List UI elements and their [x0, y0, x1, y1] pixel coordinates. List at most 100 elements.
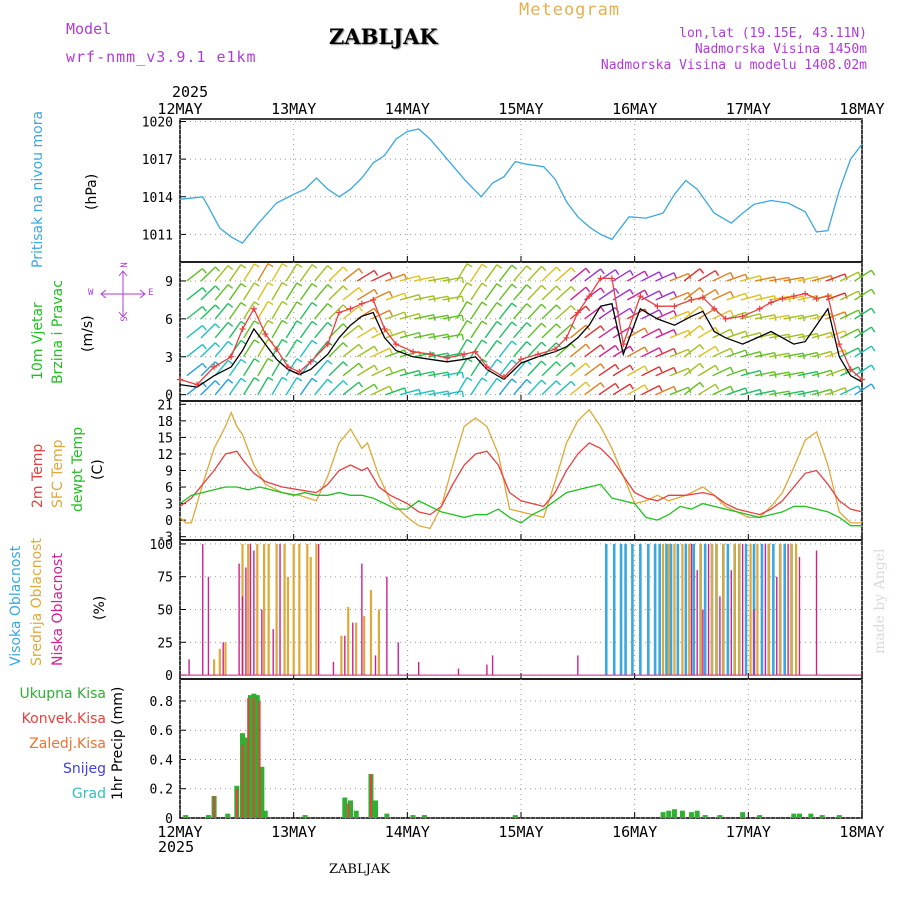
- wind-barb-feather: [759, 389, 763, 396]
- precip-unit-label: 1hr Precip (mm): [110, 686, 126, 800]
- wind-barb-feather: [358, 343, 364, 350]
- wind-barb: [598, 288, 616, 301]
- wind-barb-feather: [466, 263, 473, 268]
- wind-barb: [641, 366, 660, 377]
- wind-barb: [200, 285, 216, 301]
- wind-barb: [414, 370, 434, 377]
- wind-barb: [712, 290, 731, 301]
- wind-barb: [513, 379, 528, 396]
- wind-axis-label-2: Brzina i Pravac: [50, 280, 66, 384]
- wind-barb-feather: [214, 323, 221, 329]
- wind-barb-feather: [281, 300, 288, 306]
- wind-barb-feather: [699, 325, 705, 331]
- wind-barb: [214, 322, 229, 339]
- wind-barb: [243, 301, 255, 320]
- wind-gust-marker: [284, 363, 291, 370]
- pressure-unit-label: (hPa): [84, 173, 100, 210]
- x-tick-label-bottom: 12MAY: [157, 823, 202, 841]
- wind-barb-feather: [526, 322, 532, 328]
- precip-conv-bar: [241, 744, 244, 818]
- wind-barb-feather: [541, 284, 547, 290]
- wind-barb: [854, 269, 872, 282]
- y-tick-label: 3: [165, 498, 173, 513]
- wind-barb: [527, 284, 543, 301]
- precip-total-bar: [740, 812, 746, 818]
- model-name: wrf-nmm_v3.9.1 e1km: [66, 48, 257, 66]
- wind-barb: [285, 358, 298, 377]
- wind-barb-feather: [388, 310, 393, 317]
- wind-barb-feather: [730, 329, 734, 336]
- precip-total-bar: [671, 809, 677, 818]
- wind-barb: [513, 265, 528, 282]
- wind-barb-feather: [481, 282, 488, 288]
- wind-barb: [825, 387, 846, 396]
- wind-barb-feather: [240, 358, 247, 364]
- wind-barb: [797, 313, 818, 320]
- wind-barb-feather: [699, 287, 705, 293]
- wind-barb-feather: [629, 307, 634, 314]
- wind-barb-feather: [227, 340, 234, 346]
- wind-barb-feather: [511, 321, 517, 327]
- wind-barb: [541, 380, 557, 396]
- wind-barb: [299, 377, 313, 396]
- wind-barb: [726, 349, 746, 358]
- elevation-readout: Nadmorska Visina 1450m: [694, 42, 867, 57]
- wind-barb: [527, 360, 543, 377]
- wind-gust-marker: [608, 275, 615, 282]
- wind-barb: [314, 359, 329, 377]
- wind-gust-marker: [307, 358, 314, 365]
- precip-total-bar: [717, 815, 723, 818]
- wind-barb: [655, 291, 675, 301]
- wind-gust-marker: [586, 293, 593, 300]
- precip-total-bar: [183, 815, 189, 818]
- wind-barb: [811, 312, 832, 320]
- wind-barb-feather: [296, 301, 303, 306]
- wind-barb-feather: [644, 270, 649, 277]
- wind-barb: [726, 273, 746, 282]
- wind-barb-feather: [296, 263, 303, 268]
- wind-barb: [541, 266, 557, 282]
- wind-barb-feather: [496, 264, 503, 269]
- wind-barb-feather: [714, 327, 720, 333]
- wind-barb: [740, 275, 761, 282]
- wind-barb: [669, 291, 689, 301]
- wind-barb-feather: [388, 291, 393, 298]
- precip-frozen-label: Zaledj.Kisa: [29, 736, 106, 752]
- wind-barb: [527, 265, 543, 282]
- wind-barb-feather: [629, 270, 634, 276]
- wind-barb-feather: [358, 268, 364, 274]
- wind-barb: [683, 306, 701, 320]
- wind-barb-feather: [281, 319, 288, 325]
- wind-barb: [541, 285, 557, 301]
- wind-barb: [712, 385, 731, 396]
- product-title: Meteogram: [519, 0, 621, 20]
- wind-gust-marker: [739, 313, 746, 320]
- precip-total-bar: [348, 800, 353, 818]
- wind-barb: [626, 346, 646, 358]
- precip-conv-bar: [258, 700, 261, 818]
- wind-gust-marker: [552, 346, 559, 353]
- wind-barb: [257, 358, 269, 377]
- wind-barb: [655, 347, 675, 358]
- wind-barb: [328, 304, 344, 320]
- wind-barb: [243, 263, 255, 282]
- wind-barb: [328, 361, 344, 377]
- wind-barb-feather: [585, 362, 591, 369]
- precip-conv-bar: [247, 698, 250, 818]
- precip-total-bar: [342, 797, 348, 818]
- wind-barb-feather: [311, 339, 318, 345]
- wind-barb-feather: [311, 301, 318, 307]
- wind-barb: [825, 311, 846, 320]
- wind-barb: [271, 358, 283, 377]
- wind-barb-feather: [461, 315, 465, 322]
- footer-station: ZABLJAK: [329, 862, 390, 877]
- wind-barb-feather: [461, 372, 465, 379]
- wind-barb-feather: [327, 265, 333, 270]
- wind-barb-feather: [759, 313, 763, 320]
- wind-barb-feather: [600, 306, 605, 313]
- precip-total-bar: [254, 695, 260, 818]
- wind-barb-feather: [714, 364, 720, 371]
- lonlat-readout: lon,lat (19.15E, 43.11N): [679, 26, 867, 41]
- y-tick-label: 6: [165, 313, 173, 328]
- wind-barb: [726, 387, 746, 396]
